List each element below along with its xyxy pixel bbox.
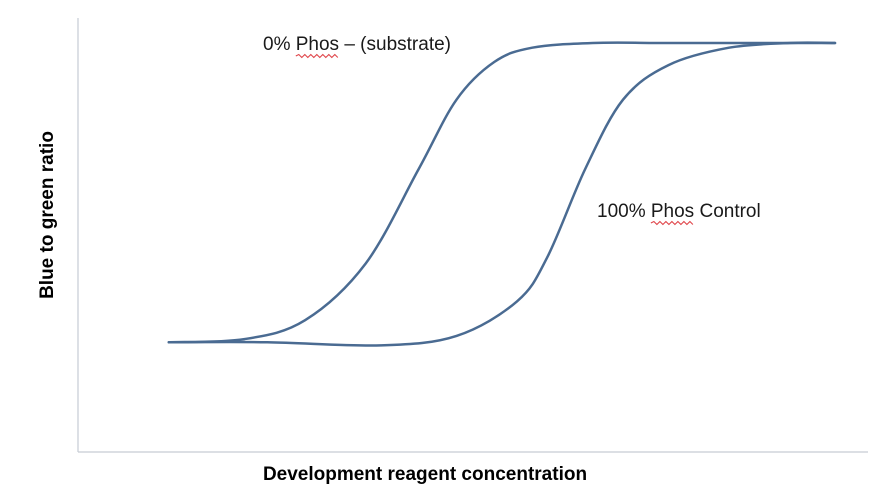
spellcheck-underline-0 — [295, 53, 339, 59]
series-label-0-prefix: 0% — [263, 34, 296, 55]
series-label-0-underlined-word: Phos — [296, 34, 339, 55]
series-label-1-suffix: Control — [694, 201, 761, 222]
x-axis-title: Development reagent concentration — [263, 464, 587, 485]
series-label-100-phos-control: 100% Phos Control — [597, 201, 761, 222]
series-label-0-phos: 0% Phos – (substrate) — [263, 34, 451, 55]
series-label-0-suffix: – (substrate) — [339, 34, 451, 55]
series-label-1-prefix: 100% — [597, 201, 651, 222]
series-curve-0-phos — [167, 41, 837, 344]
series-label-1-underlined-word: Phos — [651, 201, 694, 222]
y-axis-title: Blue to green ratio — [37, 131, 58, 299]
spellcheck-underline-1 — [650, 220, 694, 226]
series-curve-100-phos-control — [167, 41, 837, 347]
